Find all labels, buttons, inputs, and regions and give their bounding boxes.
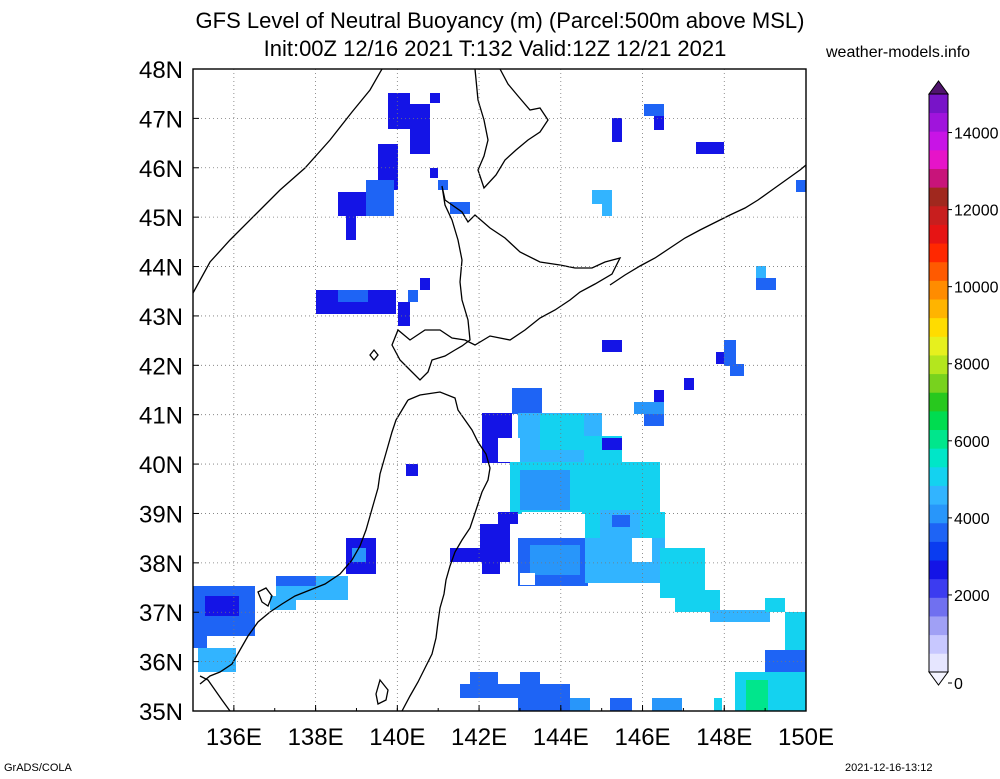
colorbar-segment bbox=[929, 112, 948, 132]
colorbar-segment bbox=[929, 504, 948, 524]
axis-ticks bbox=[192, 68, 807, 712]
colorbar-segment bbox=[929, 280, 948, 300]
colorbar bbox=[928, 80, 949, 686]
colorbar-segment bbox=[929, 149, 948, 169]
colorbar-label: 6000 bbox=[954, 434, 990, 451]
colorbar-segment bbox=[929, 224, 948, 244]
y-tick-label: 44N bbox=[139, 255, 183, 282]
south-strip bbox=[460, 672, 722, 711]
y-tick-label: 46N bbox=[139, 156, 183, 183]
y-tick-label: 37N bbox=[139, 600, 183, 627]
colorbar-segment bbox=[929, 131, 948, 151]
y-tick-label: 39N bbox=[139, 501, 183, 528]
footer-timestamp: 2021-12-16-13:12 bbox=[845, 762, 933, 774]
x-axis-labels: 136E 138E 140E 142E 144E 146E 148E 150E bbox=[206, 724, 834, 751]
x-tick-label: 148E bbox=[696, 724, 752, 751]
x-tick-label: 144E bbox=[533, 724, 589, 751]
x-tick-label: 142E bbox=[451, 724, 507, 751]
colorbar-segment bbox=[929, 560, 948, 580]
colorbar-frame bbox=[928, 93, 949, 673]
colorbar-segment bbox=[929, 653, 948, 673]
y-tick-label: 38N bbox=[139, 551, 183, 578]
colorbar-segment bbox=[929, 616, 948, 636]
colorbar-segment bbox=[929, 578, 948, 598]
sea-of-japan-blobs bbox=[193, 538, 376, 672]
colorbar-label: 10000 bbox=[954, 280, 999, 297]
y-axis-labels: 35N 36N 37N 38N 39N 40N 41N 42N 43N 44N 45N 46N 47N 4… bbox=[139, 57, 183, 726]
colorbar-segment bbox=[929, 94, 948, 114]
y-tick-label: 36N bbox=[139, 650, 183, 677]
site-label: weather-models.info bbox=[826, 44, 971, 61]
colorbar-label: 14000 bbox=[954, 126, 999, 143]
colorbar-segment bbox=[929, 205, 948, 225]
colorbar-segment bbox=[929, 168, 948, 188]
colorbar-min-arrow bbox=[928, 671, 949, 686]
colorbar-label: 8000 bbox=[954, 357, 990, 374]
x-tick-label: 136E bbox=[206, 724, 262, 751]
colorbar-segment bbox=[929, 466, 948, 486]
colorbar-segment bbox=[929, 429, 948, 449]
colorbar-label: 2000 bbox=[954, 588, 990, 605]
footer-credit: GrADS/COLA bbox=[4, 762, 72, 774]
y-tick-label: 41N bbox=[139, 403, 183, 430]
colorbar-segment bbox=[929, 597, 948, 617]
x-tick-label: 150E bbox=[778, 724, 834, 751]
y-tick-label: 35N bbox=[139, 699, 183, 726]
colorbar-segment bbox=[929, 522, 948, 542]
colorbar-segment bbox=[929, 187, 948, 207]
colorbar-segment bbox=[929, 373, 948, 393]
colorbar-segment bbox=[929, 410, 948, 431]
colorbar-label: 12000 bbox=[954, 203, 999, 220]
colorbar-segment bbox=[929, 317, 948, 337]
chart-subtitle: Init:00Z 12/16 2021 T:132 Valid:12Z 12/2… bbox=[263, 36, 727, 61]
north-scatter bbox=[316, 93, 806, 476]
y-tick-label: 45N bbox=[139, 205, 183, 232]
y-tick-label: 47N bbox=[139, 106, 183, 133]
x-tick-label: 140E bbox=[369, 724, 425, 751]
colorbar-segment bbox=[929, 355, 948, 375]
y-tick-label: 40N bbox=[139, 452, 183, 479]
colorbar-segment bbox=[929, 634, 948, 654]
y-tick-label: 42N bbox=[139, 353, 183, 380]
y-tick-label: 48N bbox=[139, 57, 183, 84]
plot-frame bbox=[192, 68, 807, 712]
colorbar-max-arrow bbox=[928, 80, 949, 95]
colorbar-segment bbox=[929, 541, 948, 561]
colorbar-segment bbox=[929, 448, 948, 468]
y-tick-label: 43N bbox=[139, 304, 183, 331]
buoyancy-field bbox=[193, 93, 806, 711]
colorbar-segment bbox=[929, 485, 948, 505]
colorbar-segment bbox=[929, 299, 948, 319]
colorbar-segment bbox=[929, 392, 948, 412]
colorbar-segment bbox=[929, 243, 948, 263]
colorbar-label: 0 bbox=[954, 676, 963, 693]
x-tick-label: 138E bbox=[288, 724, 344, 751]
pacific-blob bbox=[450, 388, 806, 711]
colorbar-segment bbox=[929, 336, 948, 356]
chart-title: GFS Level of Neutral Buoyancy (m) (Parce… bbox=[195, 8, 805, 33]
colorbar-labels: 0 2000 4000 6000 8000 10000 12000 14000 bbox=[948, 126, 999, 693]
colorbar-segment bbox=[929, 261, 948, 281]
x-tick-label: 146E bbox=[615, 724, 671, 751]
colorbar-label: 4000 bbox=[954, 511, 990, 528]
